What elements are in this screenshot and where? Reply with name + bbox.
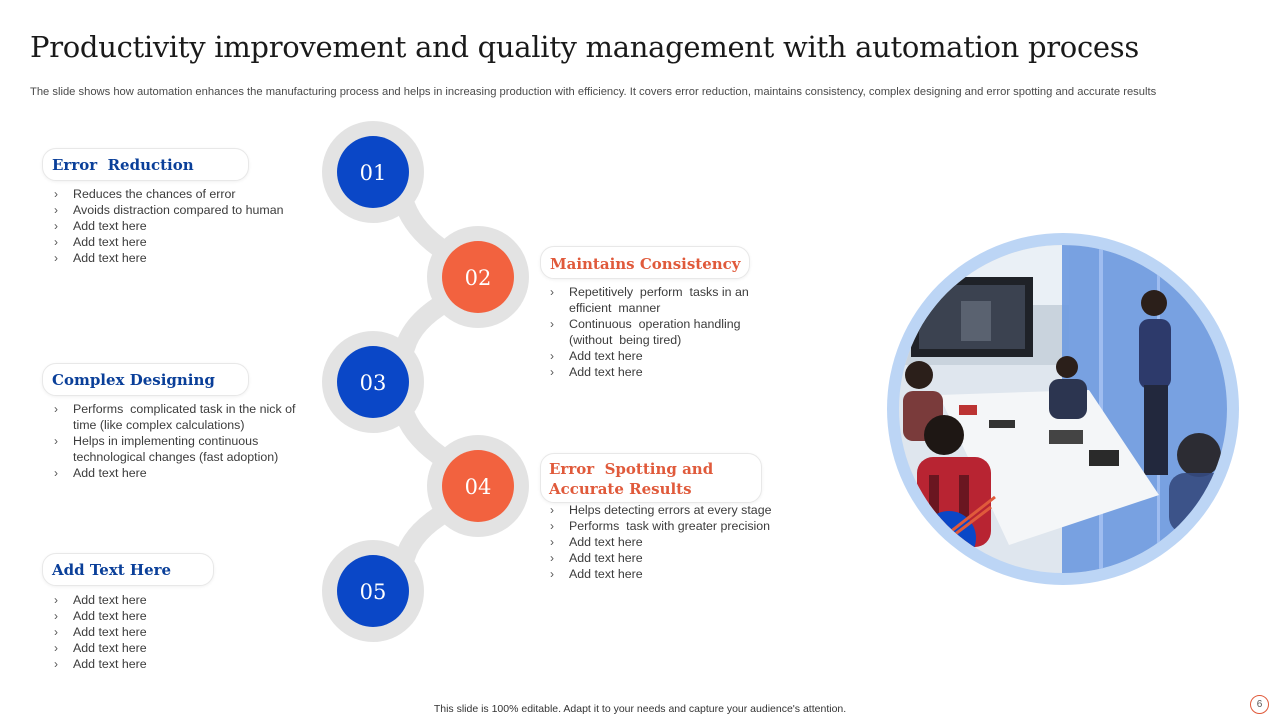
list-item: Add text here [548, 534, 808, 550]
heading-add-text-here: Add Text Here [52, 561, 172, 579]
step-number-05: 05 [360, 580, 387, 604]
heading-pill-add-text-here [42, 553, 214, 586]
list-item: Helps in implementing continuous technol… [52, 433, 314, 465]
meeting-photo [899, 245, 1227, 573]
step-04: 04 [427, 435, 529, 537]
list-item: Add text here [52, 465, 314, 481]
heading-complex-designing: Complex Designing [52, 371, 215, 389]
list-item: Add text here [52, 640, 252, 656]
list-item: Avoids distraction compared to human [52, 202, 312, 218]
list-item: Add text here [52, 250, 312, 266]
bullets-maintains-consistency: Repetitively perform tasks in an efficie… [548, 284, 766, 380]
slide-title: Productivity improvement and quality man… [30, 30, 1139, 64]
heading-pill-error-reduction [42, 148, 249, 181]
list-item: Add text here [52, 608, 252, 624]
step-03: 03 [322, 331, 424, 433]
list-item: Add text here [52, 234, 312, 250]
list-item: Helps detecting errors at every stage [548, 502, 808, 518]
step-05: 05 [322, 540, 424, 642]
list-item: Add text here [548, 364, 766, 380]
step-number-03: 03 [360, 371, 387, 395]
list-item: Add text here [52, 624, 252, 640]
slide-subtitle: The slide shows how automation enhances … [30, 86, 1157, 98]
bullets-add-text-here: Add text here Add text here Add text her… [52, 592, 252, 672]
step-number-01: 01 [360, 161, 387, 185]
heading-error-spotting-line2: Accurate Results [549, 480, 692, 498]
step-02: 02 [427, 226, 529, 328]
page-number: 6 [1250, 695, 1269, 714]
bullets-error-reduction: Reduces the chances of error Avoids dist… [52, 186, 312, 266]
list-item: Add text here [52, 656, 252, 672]
heading-error-spotting-line1: Error Spotting and [549, 460, 714, 478]
list-item: Performs task with greater precision [548, 518, 808, 534]
list-item: Continuous operation handling (without b… [548, 316, 766, 348]
list-item: Performs complicated task in the nick of… [52, 401, 314, 433]
list-item: Add text here [52, 592, 252, 608]
bullets-error-spotting: Helps detecting errors at every stage Pe… [548, 502, 808, 582]
list-item: Repetitively perform tasks in an efficie… [548, 284, 766, 316]
heading-error-reduction: Error Reduction [52, 156, 194, 174]
list-item: Reduces the chances of error [52, 186, 312, 202]
list-item: Add text here [548, 550, 808, 566]
heading-maintains-consistency: Maintains Consistency [550, 255, 741, 273]
list-item: Add text here [548, 566, 808, 582]
list-item: Add text here [548, 348, 766, 364]
step-number-02: 02 [465, 266, 492, 290]
footer-note: This slide is 100% editable. Adapt it to… [433, 703, 847, 715]
step-number-04: 04 [465, 475, 492, 499]
heading-pill-maintains-consistency [540, 246, 750, 279]
bullets-complex-designing: Performs complicated task in the nick of… [52, 401, 314, 481]
heading-pill-error-spotting [540, 453, 762, 503]
heading-pill-complex-designing [42, 363, 249, 396]
list-item: Add text here [52, 218, 312, 234]
step-01: 01 [322, 121, 424, 223]
